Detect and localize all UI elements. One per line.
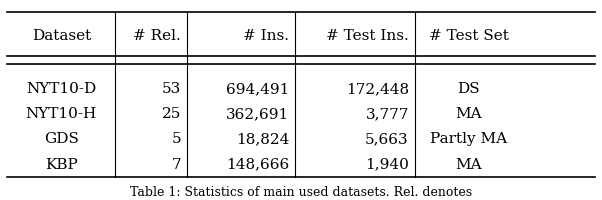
Text: 7: 7: [172, 158, 181, 172]
Text: NYT10-H: NYT10-H: [26, 107, 97, 121]
Text: # Ins.: # Ins.: [243, 29, 289, 43]
Text: 5,663: 5,663: [365, 132, 409, 146]
Text: KBP: KBP: [45, 158, 78, 172]
Text: MA: MA: [456, 107, 482, 121]
Text: 1,940: 1,940: [365, 158, 409, 172]
Text: GDS: GDS: [44, 132, 79, 146]
Text: DS: DS: [458, 82, 480, 96]
Text: 53: 53: [162, 82, 181, 96]
Text: # Test Set: # Test Set: [429, 29, 509, 43]
Text: Table 1: Statistics of main used datasets. Rel. denotes: Table 1: Statistics of main used dataset…: [130, 186, 472, 199]
Text: NYT10-D: NYT10-D: [26, 82, 96, 96]
Text: 25: 25: [162, 107, 181, 121]
Text: Dataset: Dataset: [32, 29, 91, 43]
Text: 694,491: 694,491: [226, 82, 289, 96]
Text: Partly MA: Partly MA: [430, 132, 507, 146]
Text: 3,777: 3,777: [365, 107, 409, 121]
Text: 362,691: 362,691: [226, 107, 289, 121]
Text: 5: 5: [172, 132, 181, 146]
Text: # Rel.: # Rel.: [134, 29, 181, 43]
Text: MA: MA: [456, 158, 482, 172]
Text: 172,448: 172,448: [346, 82, 409, 96]
Text: 148,666: 148,666: [226, 158, 289, 172]
Text: # Test Ins.: # Test Ins.: [326, 29, 409, 43]
Text: 18,824: 18,824: [235, 132, 289, 146]
